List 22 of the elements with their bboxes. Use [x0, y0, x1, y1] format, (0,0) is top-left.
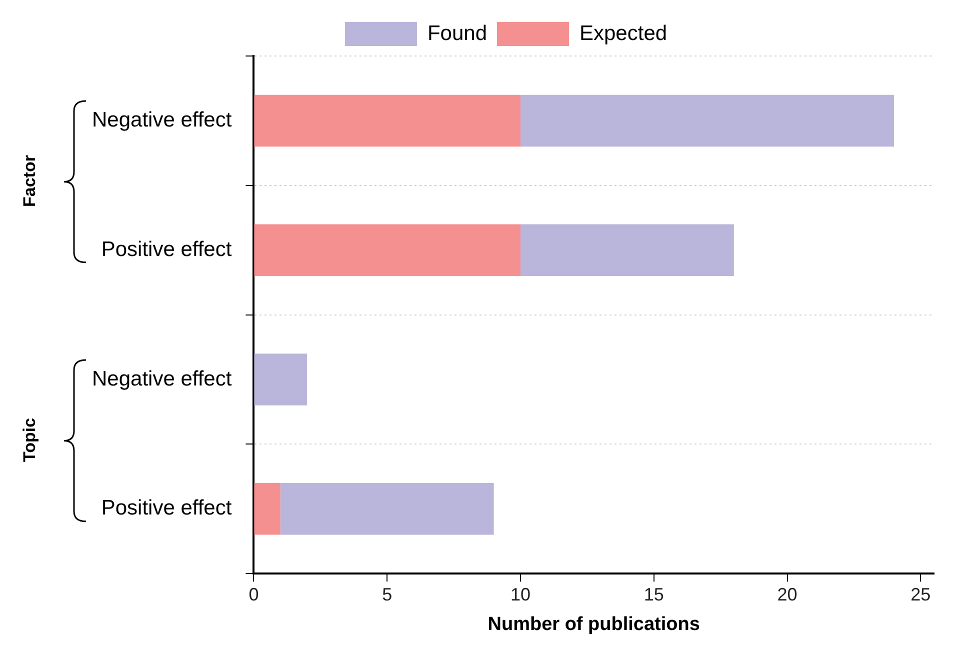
y-tick-label: Positive effect — [101, 238, 232, 261]
x-tick-label: 10 — [510, 584, 530, 604]
x-tick-label: 0 — [248, 584, 259, 604]
bar — [280, 483, 494, 535]
y-tick-label: Positive effect — [101, 496, 232, 520]
legend-label: Found — [427, 22, 487, 45]
legend-label: Expected — [579, 22, 668, 45]
y-tick-label: Negative effect — [92, 367, 232, 390]
bar — [254, 354, 308, 406]
x-tick-label: 25 — [910, 584, 931, 604]
x-tick-label: 15 — [644, 584, 664, 604]
text: Factor — [20, 155, 40, 208]
x-axis-title: Number of publications — [488, 614, 700, 635]
x-tick-label: 20 — [777, 584, 798, 604]
bar — [254, 94, 520, 147]
y-tick-label: Negative effect — [92, 108, 232, 132]
bar — [254, 224, 520, 276]
bar — [520, 224, 734, 276]
bar — [520, 94, 894, 147]
x-tick-label: 5 — [382, 584, 392, 604]
bar — [254, 483, 280, 535]
text: Topic — [20, 418, 40, 462]
